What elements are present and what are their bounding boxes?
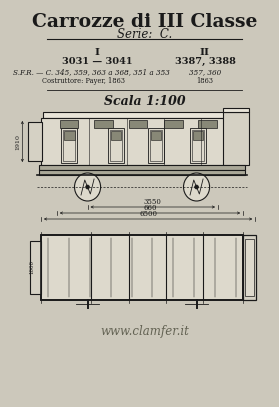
Bar	[64, 131, 74, 140]
Bar	[41, 235, 243, 300]
Bar	[28, 122, 42, 161]
Text: 357, 360: 357, 360	[189, 68, 221, 76]
Text: 3550: 3550	[144, 197, 162, 206]
Text: 1000: 1000	[29, 260, 34, 274]
Text: 1863: 1863	[196, 77, 213, 85]
Text: 3387, 3388: 3387, 3388	[174, 57, 235, 66]
Bar	[110, 130, 122, 161]
Bar	[61, 128, 77, 163]
Bar	[63, 130, 75, 161]
Bar	[151, 131, 161, 140]
Bar	[223, 108, 249, 112]
Bar	[193, 131, 203, 140]
Bar	[108, 128, 124, 163]
Text: Costruttore: Payer, 1863: Costruttore: Payer, 1863	[42, 77, 125, 85]
Bar	[41, 118, 243, 165]
Text: 6500: 6500	[139, 210, 157, 217]
Text: II: II	[200, 48, 210, 57]
Bar	[94, 120, 113, 128]
Bar	[39, 165, 245, 170]
Bar	[164, 120, 182, 128]
Text: Carrozze di III Classe: Carrozze di III Classe	[32, 13, 257, 31]
Circle shape	[184, 173, 210, 201]
Bar	[30, 241, 41, 294]
Bar	[190, 128, 206, 163]
Bar	[192, 130, 204, 161]
Text: S.F.R. — C. 345, 359, 363 a 368, 351 a 353: S.F.R. — C. 345, 359, 363 a 368, 351 a 3…	[13, 68, 170, 76]
Bar	[150, 130, 162, 161]
Bar	[243, 235, 256, 300]
Bar	[60, 120, 78, 128]
Text: I: I	[94, 48, 99, 57]
Bar	[39, 170, 245, 175]
Bar	[223, 112, 249, 165]
Bar	[41, 235, 243, 300]
Text: Scala 1:100: Scala 1:100	[104, 95, 185, 108]
Text: 1910: 1910	[15, 133, 20, 149]
Bar	[198, 120, 217, 128]
Bar	[129, 120, 147, 128]
Bar	[43, 112, 241, 118]
Bar	[245, 239, 254, 296]
Circle shape	[74, 173, 101, 201]
Bar	[148, 128, 164, 163]
Text: Serie:  C.: Serie: C.	[117, 28, 172, 41]
Text: 3031 — 3041: 3031 — 3041	[62, 57, 132, 66]
Circle shape	[195, 185, 198, 189]
Text: www.clamfer.it: www.clamfer.it	[100, 325, 189, 338]
Bar	[111, 131, 121, 140]
Text: 660: 660	[143, 204, 157, 212]
Circle shape	[86, 185, 89, 189]
